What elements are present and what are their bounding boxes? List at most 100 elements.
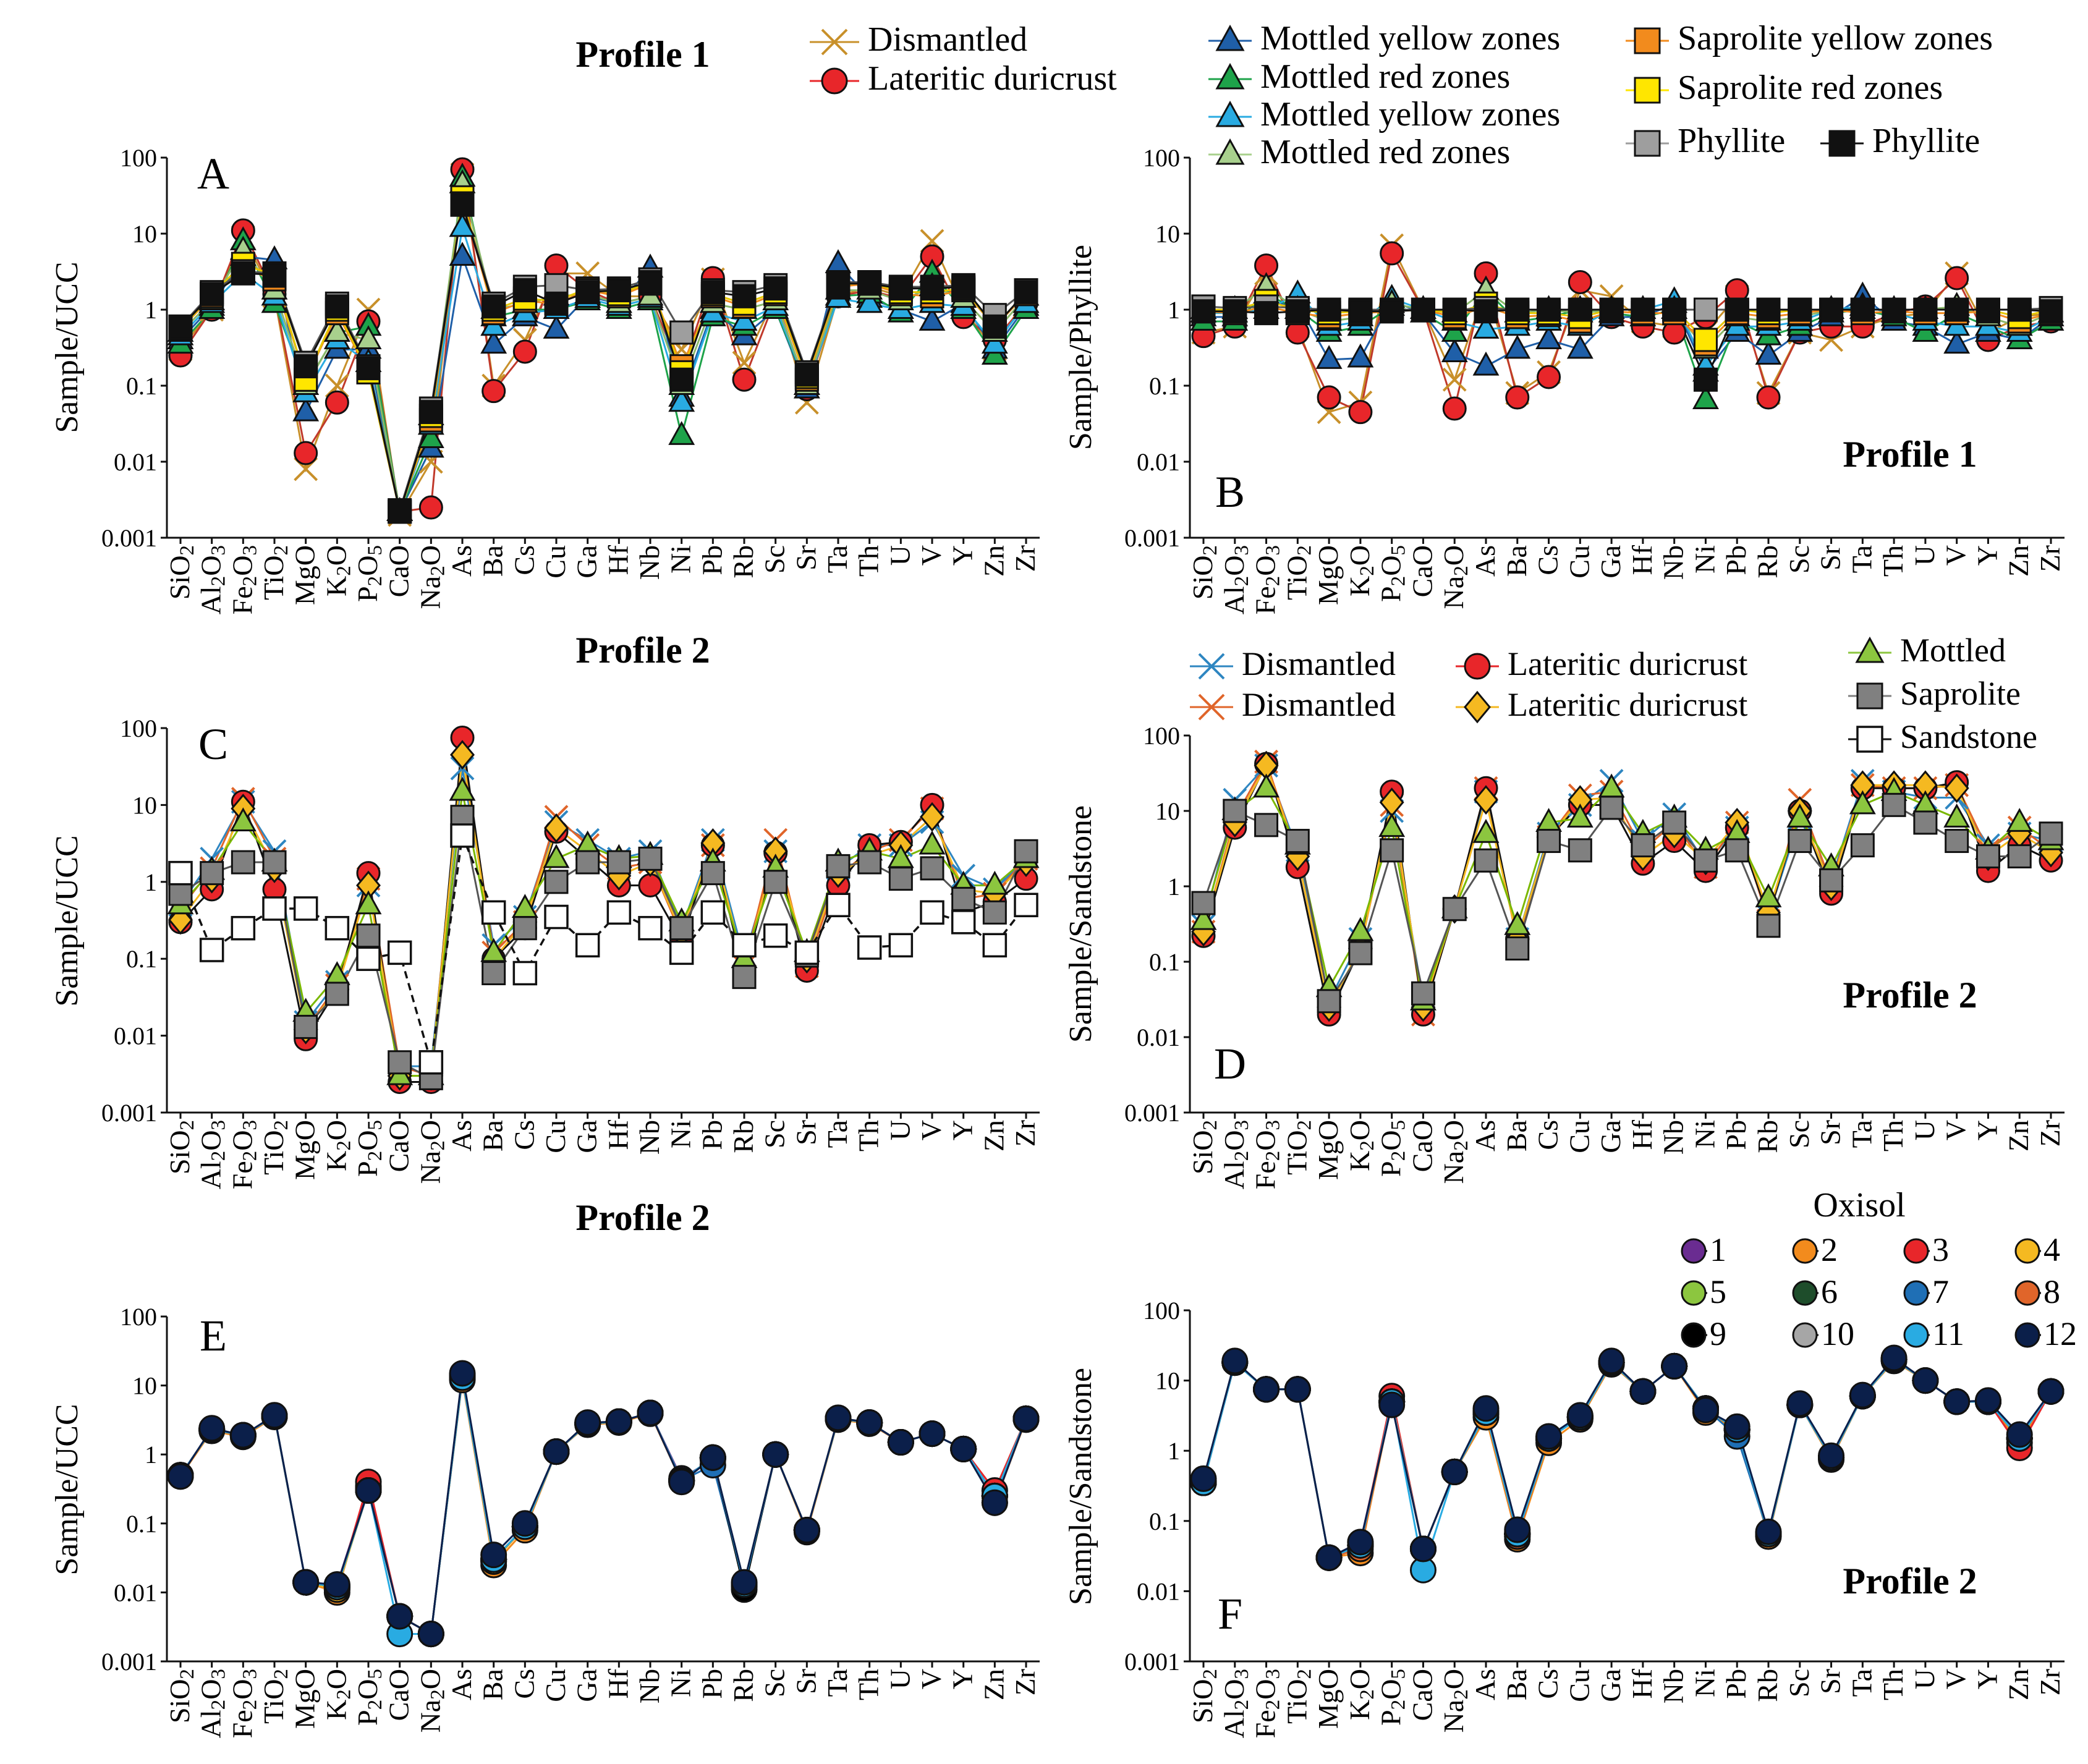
data-point (1347, 917, 1374, 941)
series-line-2 (179, 169, 1027, 513)
x-tick-label: Sr (790, 545, 821, 570)
data-point (325, 915, 350, 941)
data-point (512, 960, 538, 986)
x-tick-label: Zn (978, 545, 1009, 577)
data-point (1882, 792, 1906, 817)
series-line-4 (1203, 289, 2052, 403)
x-tick-label: Hf (602, 1119, 634, 1150)
data-point (418, 495, 443, 520)
data-point (198, 1415, 226, 1442)
data-point (669, 367, 694, 392)
x-tick-label: Sc (1783, 1120, 1815, 1148)
x-tick-label: P2O5 (352, 1120, 386, 1177)
data-point (1014, 893, 1038, 917)
data-point (1505, 297, 1530, 322)
data-point (386, 1603, 414, 1630)
data-point (1191, 891, 1216, 915)
legend-label: Phyllite (1678, 122, 1785, 160)
data-point (1348, 299, 1373, 324)
x-tick-label: SiO2 (1187, 1120, 1221, 1174)
data-point (669, 320, 694, 345)
series-line-3 (179, 737, 1027, 1083)
data-point (1725, 297, 1749, 322)
x-tick-label: P2O5 (1375, 1120, 1410, 1177)
data-point (888, 276, 913, 301)
x-tick-label: Ni (1689, 545, 1720, 574)
y-tick-label: 0.1 (126, 372, 157, 400)
x-tick-label: Hf (602, 545, 634, 575)
legend-label: Lateritic duricrust (1508, 686, 1747, 723)
x-tick-label: Hf (1626, 1119, 1658, 1150)
data-point (1347, 1529, 1374, 1556)
data-point (1285, 829, 1310, 854)
x-tick-label: K2O (1344, 1669, 1378, 1720)
data-point (544, 813, 569, 843)
data-point (1819, 297, 1844, 322)
x-tick-label: Ba (1501, 545, 1532, 577)
series-line-7 (1203, 305, 2052, 346)
data-point (512, 339, 537, 364)
legend-marker (1215, 100, 1245, 127)
legend-label: 7 (1932, 1273, 1949, 1310)
data-point (1723, 1413, 1751, 1440)
x-tick-label: Th (853, 1669, 885, 1700)
x-tick-label: Ta (1846, 1120, 1877, 1148)
data-point (1755, 341, 1782, 365)
data-point (1725, 838, 1749, 863)
data-point (1254, 301, 1279, 326)
data-point (480, 1541, 507, 1569)
data-point (1788, 297, 1812, 322)
x-tick-label: Ta (821, 545, 853, 573)
x-tick-label: Zr (2034, 545, 2066, 572)
data-point (1568, 838, 1592, 863)
data-point (919, 830, 946, 855)
x-tick-label: V (1940, 1120, 1972, 1140)
x-tick-label: Fe2O3 (1250, 1669, 1284, 1738)
y-tick-label: 0.1 (1149, 948, 1180, 976)
data-point (1943, 804, 1971, 828)
x-tick-label: Nb (634, 1669, 665, 1703)
x-tick-label: CaO (383, 1669, 415, 1721)
data-point (575, 850, 600, 875)
data-point (1253, 773, 1280, 798)
data-point (575, 933, 600, 958)
data-point (920, 900, 944, 925)
data-point (1599, 297, 1624, 322)
data-point (825, 1404, 852, 1431)
data-point (388, 499, 412, 524)
data-point (762, 1441, 789, 1468)
data-point (1568, 297, 1592, 322)
x-tick-label: Sc (759, 545, 791, 574)
data-point (793, 1517, 820, 1544)
data-point (1755, 883, 1782, 907)
data-point (168, 860, 193, 886)
y-tick-label: 0.1 (126, 945, 157, 973)
series-line-12 (1202, 1356, 2052, 1559)
data-point (1661, 1352, 1688, 1380)
y-tick-label: 100 (120, 715, 157, 742)
x-tick-label: MgO (289, 1120, 321, 1180)
legend-marker (1681, 1280, 1707, 1306)
legend-label: Phyllite (1872, 122, 1980, 160)
data-point (950, 1435, 977, 1462)
data-point (1599, 795, 1624, 820)
data-point (481, 900, 506, 925)
data-point (1693, 297, 1718, 322)
data-point (1504, 910, 1531, 935)
x-tick-label: Ba (477, 1120, 509, 1151)
x-tick-label: Y (1971, 545, 2003, 566)
data-point (1472, 1395, 1500, 1422)
data-point (1849, 1381, 1876, 1409)
y-tick-label: 100 (1143, 144, 1180, 172)
data-point (1285, 299, 1310, 324)
x-tick-label: MgO (1312, 545, 1344, 605)
x-tick-label: Zr (2034, 1120, 2066, 1147)
data-point (450, 823, 475, 848)
series-line-9 (179, 203, 1027, 514)
data-point (575, 280, 600, 305)
data-point (919, 1420, 946, 1448)
y-tick-label: 0.001 (1124, 1099, 1180, 1127)
legend-marker (1792, 1322, 1818, 1348)
data-point (482, 960, 506, 985)
